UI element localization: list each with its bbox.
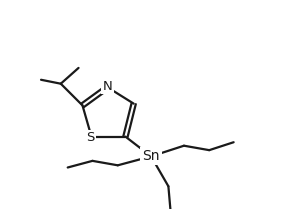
Text: Sn: Sn bbox=[142, 149, 160, 163]
Text: S: S bbox=[86, 131, 95, 144]
Text: N: N bbox=[103, 80, 112, 93]
